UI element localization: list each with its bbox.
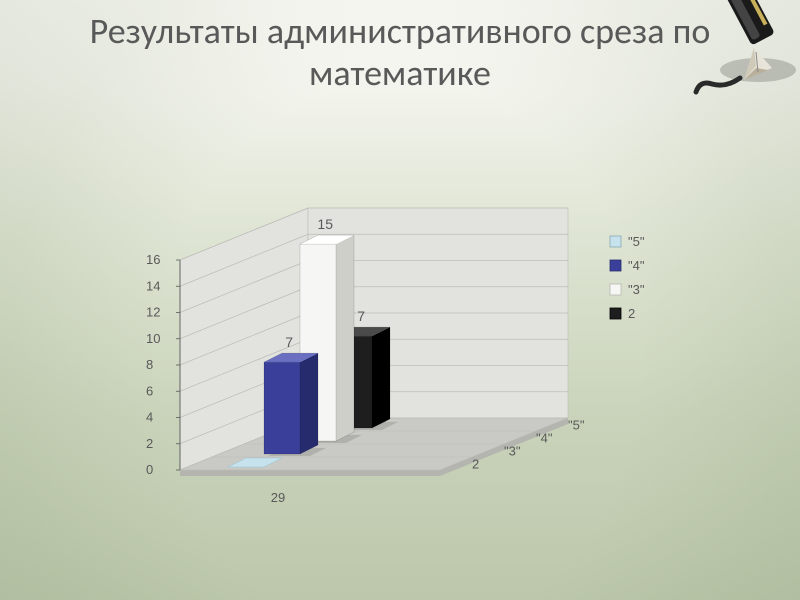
depth-label: 2 — [472, 457, 479, 472]
legend-label: "5" — [628, 234, 645, 249]
bar-value-label: 15 — [317, 216, 333, 232]
depth-label: "3" — [504, 444, 521, 459]
slide-title: Результаты административного среза по ма… — [0, 10, 800, 95]
legend-swatch — [610, 236, 621, 247]
slide: Результаты административного среза по ма… — [0, 0, 800, 600]
legend-swatch — [610, 260, 621, 271]
legend-swatch — [610, 284, 621, 295]
depth-label: "5" — [568, 418, 585, 433]
bar-side — [300, 353, 318, 454]
legend-label: "4" — [628, 258, 645, 273]
y-tick-label: 14 — [146, 278, 160, 293]
y-tick-label: 16 — [146, 252, 160, 267]
bar-value-label: 7 — [357, 308, 365, 324]
legend-swatch — [610, 308, 621, 319]
bar-side — [336, 235, 354, 441]
bar-front — [264, 362, 300, 454]
y-tick-label: 0 — [146, 462, 153, 477]
y-tick-label: 4 — [146, 410, 153, 425]
y-tick-label: 2 — [146, 436, 153, 451]
bar-value-label: 7 — [285, 334, 293, 350]
y-tick-label: 8 — [146, 357, 153, 372]
depth-label: "4" — [536, 431, 553, 446]
y-tick-label: 6 — [146, 383, 153, 398]
y-tick-label: 12 — [146, 305, 160, 320]
legend-label: "3" — [628, 282, 645, 297]
x-category-label: 29 — [271, 490, 285, 505]
legend-label: 2 — [628, 306, 635, 321]
chart-3d-bar: 0 2 4 6 8 10 12 14 16 "5" "4" "3" 2 7 15 7 29 "5" "4" "3" 2 — [90, 150, 710, 550]
bar-side — [372, 327, 390, 428]
y-tick-label: 10 — [146, 331, 160, 346]
